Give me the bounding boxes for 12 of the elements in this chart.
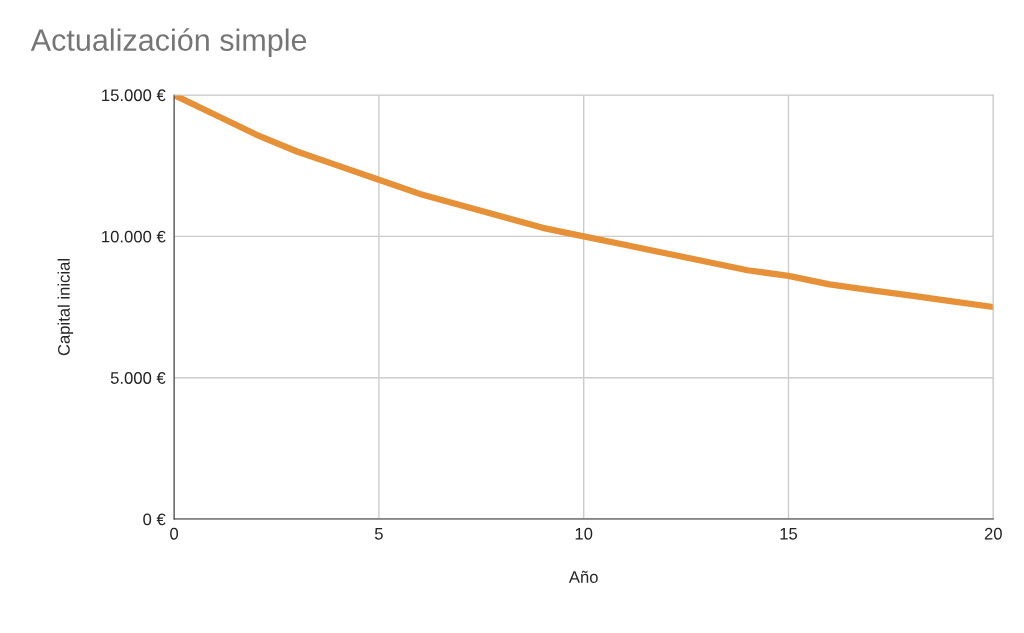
x-tick-label: 5 — [374, 528, 383, 540]
x-tick-label: 10 — [575, 527, 593, 540]
x-tick-label: 0 — [170, 527, 179, 540]
x-axis-title: Año — [568, 570, 598, 583]
y-tick-label: 0 € — [143, 513, 166, 526]
chart-title: Actualización simple — [30, 28, 307, 57]
y-tick-label: 10.000 € — [102, 230, 166, 243]
y-tick-label: 15.000 € — [102, 89, 166, 102]
y-tick-label: 5.000 € — [110, 372, 166, 384]
y-axis-title: Capital inicial — [57, 259, 74, 356]
x-tick-label: 15 — [780, 528, 798, 540]
x-tick-label: 20 — [984, 527, 1002, 540]
